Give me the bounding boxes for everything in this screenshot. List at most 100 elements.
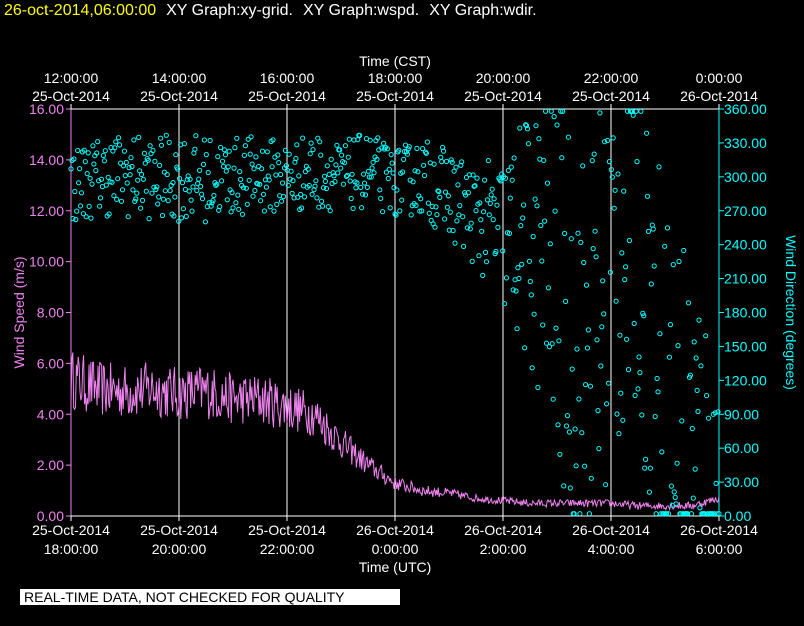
wdir-point <box>103 182 109 188</box>
wdir-point <box>551 114 557 120</box>
wdir-point <box>125 214 131 220</box>
top-axis-title: Time (CST) <box>359 53 431 69</box>
wdir-point <box>235 192 241 198</box>
wdir-point <box>670 262 676 268</box>
wdir-point <box>331 173 337 179</box>
wdir-point <box>406 144 412 150</box>
wdir-point <box>581 259 587 266</box>
wdir-point <box>472 183 478 189</box>
wdir-point <box>238 176 244 183</box>
wdir-point <box>392 211 398 217</box>
wdir-point <box>419 208 425 214</box>
wdir-point <box>425 200 431 206</box>
wdir-point <box>358 184 364 190</box>
wdir-point <box>327 208 333 214</box>
wdir-point <box>77 203 84 209</box>
wdir-point <box>146 216 152 222</box>
wdir-point <box>401 156 407 162</box>
wdir-point <box>694 387 700 393</box>
wdir-point <box>369 165 375 171</box>
bottom-tick-time: 0:00:00 <box>372 541 419 557</box>
wdir-point <box>322 178 328 184</box>
wdir-point <box>675 343 681 349</box>
wdir-point <box>231 165 237 171</box>
wdir-point <box>555 422 561 428</box>
wdir-point <box>506 230 512 236</box>
wdir-point <box>532 196 538 202</box>
wdir-point <box>458 162 464 168</box>
wdir-point <box>666 354 673 360</box>
wdir-point <box>582 463 588 469</box>
wdir-point <box>237 169 243 175</box>
wdir-point <box>593 254 599 260</box>
top-tick-date: 25-Oct-2014 <box>140 88 218 104</box>
wdir-point <box>207 137 213 144</box>
wspd-series <box>70 352 720 511</box>
wdir-point <box>664 511 670 517</box>
wdir-point <box>672 494 678 500</box>
left-tick-label: 6.00 <box>37 355 64 371</box>
wdir-point <box>482 177 488 183</box>
wdir-point <box>106 211 112 217</box>
wdir-point <box>500 248 506 254</box>
wdir-point <box>518 223 524 229</box>
left-tick-label: 12.00 <box>29 203 64 219</box>
wdir-point <box>562 230 568 237</box>
wdir-point <box>401 148 408 155</box>
wdir-point <box>293 155 299 162</box>
wdir-point <box>502 175 509 181</box>
top-tick-time: 16:00:00 <box>260 70 315 86</box>
wdir-point <box>114 196 120 202</box>
right-tick-label: 150.00 <box>724 338 767 354</box>
wdir-point <box>575 230 581 236</box>
wdir-point <box>584 345 591 351</box>
top-tick-date: 25-Oct-2014 <box>464 88 542 104</box>
wdir-point <box>681 247 687 254</box>
wdir-point <box>523 123 530 129</box>
wdir-point <box>549 341 555 347</box>
wdir-point <box>90 143 96 149</box>
wdir-point <box>705 415 712 421</box>
wdir-point <box>153 186 159 193</box>
wdir-point <box>468 220 474 226</box>
wdir-point <box>128 155 134 161</box>
wdir-point <box>152 158 158 164</box>
wdir-point <box>97 203 103 209</box>
wdir-point <box>160 196 166 202</box>
wdir-point <box>280 193 287 200</box>
wdir-point <box>123 159 129 166</box>
wdir-point <box>413 202 419 208</box>
wdir-point <box>150 147 156 154</box>
wdir-point <box>702 511 708 517</box>
wdir-point <box>515 265 521 271</box>
wdir-point <box>384 146 390 152</box>
wdir-point <box>330 170 336 176</box>
wdir-point <box>620 417 626 423</box>
wdir-point <box>563 423 570 429</box>
wdir-point <box>645 228 652 234</box>
wdir-point <box>345 154 351 160</box>
wdir-point <box>171 213 177 219</box>
wdir-point <box>693 355 699 361</box>
wdir-point <box>198 183 204 189</box>
wdir-point <box>177 176 183 182</box>
wdir-point <box>308 140 314 146</box>
wdir-point <box>116 135 122 141</box>
wdir-point <box>478 217 484 223</box>
right-tick-label: 30.00 <box>724 474 759 490</box>
wdir-point <box>72 188 78 195</box>
wdir-point <box>197 167 203 173</box>
wdir-point <box>361 171 367 177</box>
wdir-point <box>638 108 644 114</box>
wdir-point <box>579 430 585 436</box>
bottom-tick-time: 18:00:00 <box>44 541 99 557</box>
wdir-point <box>94 150 100 156</box>
wdir-point <box>142 160 148 166</box>
wdir-point <box>337 147 343 153</box>
wdir-point <box>282 147 288 153</box>
wdir-point <box>283 163 289 169</box>
wdir-point <box>556 338 562 344</box>
wdir-point <box>510 287 516 293</box>
wdir-point <box>592 228 598 234</box>
wdir-point <box>366 174 372 180</box>
